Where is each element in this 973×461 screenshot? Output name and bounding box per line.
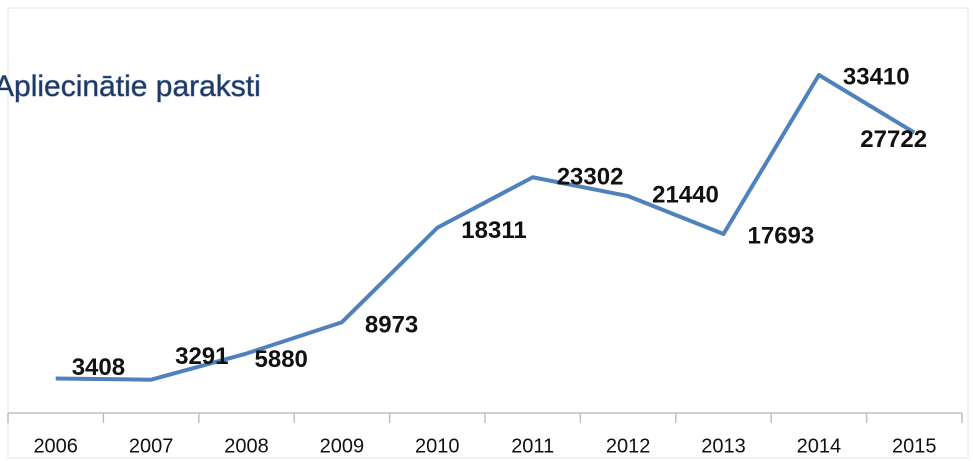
- data-label: 27722: [860, 126, 927, 153]
- x-tick-label: 2009: [320, 435, 365, 457]
- x-tick-label: 2012: [606, 435, 651, 457]
- x-tick-label: 2007: [129, 435, 174, 457]
- data-label: 23302: [557, 164, 624, 191]
- x-tick-label: 2014: [797, 435, 842, 457]
- data-label: 5880: [255, 346, 308, 373]
- x-tick-label: 2010: [415, 435, 460, 457]
- x-tick-label: 2011: [511, 435, 554, 457]
- x-tick-label: 2006: [33, 435, 78, 457]
- data-label: 3408: [72, 354, 125, 381]
- x-tick-label: 2008: [224, 435, 269, 457]
- data-label: 3291: [175, 343, 228, 370]
- data-label: 21440: [652, 181, 719, 208]
- data-line: [55, 73, 916, 382]
- x-tick-label: 2013: [701, 435, 746, 457]
- x-tick-label: 2015: [892, 435, 937, 457]
- data-label: 33410: [843, 63, 910, 90]
- data-label: 8973: [365, 312, 418, 339]
- chart-title: Apliecinātie paraksti: [0, 70, 261, 103]
- chart-frame: [7, 7, 969, 459]
- data-label: 18311: [461, 217, 526, 244]
- data-label: 17693: [748, 222, 815, 249]
